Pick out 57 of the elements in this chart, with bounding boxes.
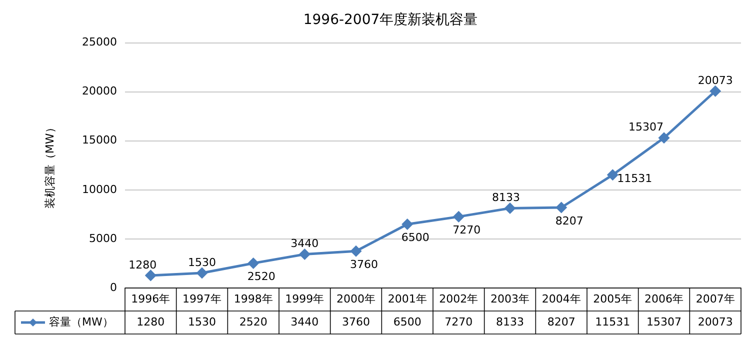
x-tick-label: 2006年 [644,292,684,306]
x-tick-label: 2001年 [388,292,427,306]
x-tick-label: 2000年 [336,292,376,306]
annotation: 15307 [628,120,664,134]
y-tick-label: 5000 [89,232,117,245]
x-tick-label: 1998年 [234,292,273,306]
data-label: 6500 [393,315,422,328]
y-tick-label: 0 [110,280,117,294]
x-tick-label: 2005年 [593,292,632,306]
point [145,270,156,281]
legend-label: 容量（MW） [49,315,114,328]
point [658,132,670,144]
annotation: 1530 [188,256,216,269]
x-tick-label: 1997年 [182,292,222,306]
y-tick-label: 15000 [82,134,117,147]
data-label: 7270 [444,315,473,328]
annotation: 2520 [247,270,276,284]
data-label: 15307 [646,315,682,328]
annotation: 3760 [350,258,378,271]
annotation: 6500 [401,231,430,244]
point [350,246,362,256]
point [710,86,721,96]
annotation: 8207 [555,214,584,228]
x-tick-label: 1996年 [131,292,170,306]
y-tick-label: 20000 [82,84,117,98]
x-tick-label: 1999年 [285,292,324,306]
data-label: 3760 [342,315,370,328]
data-label: 1280 [136,315,165,328]
point [607,170,618,180]
annotation: 8133 [492,191,520,204]
y-axis-title: 装机容量（MW） [43,122,56,209]
data-label: 20073 [698,315,733,328]
annotation: 3440 [290,237,319,250]
x-tick-label: 2002年 [439,292,478,306]
point [504,202,516,214]
point [248,258,259,269]
data-label: 8207 [547,315,576,328]
point [556,202,567,213]
annotation: 7270 [452,224,481,237]
point [299,249,310,260]
y-tick-label: 10000 [82,182,117,196]
x-tick-label: 2007年 [696,292,735,306]
annotation: 11531 [617,172,652,185]
chart-title: 1996-2007年度新装机容量 [303,12,478,28]
data-label: 2520 [239,315,268,328]
data-label: 8133 [496,315,524,328]
data-label: 11531 [595,315,630,328]
point [196,268,208,278]
annotation: 1280 [128,258,157,272]
x-tick-label: 2003年 [490,292,530,306]
data-label: 1530 [188,315,216,328]
point [402,219,413,230]
annotation: 20073 [698,74,733,87]
x-tick-label: 2004年 [542,292,581,306]
y-tick-label: 25000 [82,36,117,49]
point [453,211,464,222]
data-label: 3440 [290,315,319,328]
